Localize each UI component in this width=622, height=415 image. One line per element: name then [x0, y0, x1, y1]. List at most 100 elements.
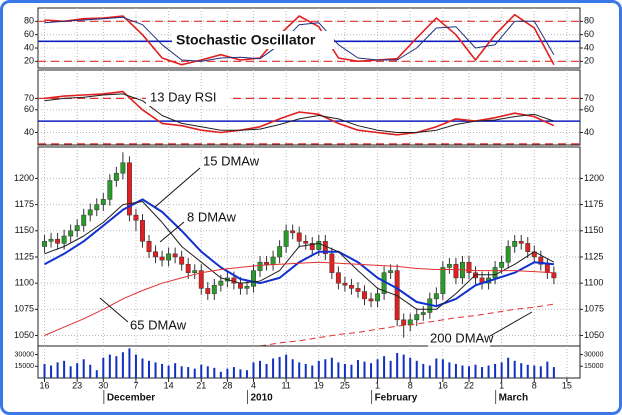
candle-body — [100, 199, 106, 205]
y-tick-label: 1150 — [15, 225, 34, 235]
x-tick-label: 16 — [438, 380, 448, 390]
x-tick-label: 28 — [222, 380, 232, 390]
volume-bar — [441, 359, 444, 378]
volume-bar — [343, 363, 346, 378]
volume-bar — [330, 357, 333, 378]
volume-bar — [311, 365, 314, 378]
y-tick-label: 40 — [24, 42, 34, 52]
volume-bar — [219, 371, 222, 378]
candle-body — [257, 261, 263, 271]
y-tick-label: 80 — [24, 16, 34, 26]
candle-body — [512, 241, 518, 247]
series-line — [44, 201, 555, 310]
volume-bar — [141, 358, 144, 378]
volume-bar — [402, 354, 405, 378]
volume-bar — [134, 354, 137, 378]
candle-body — [525, 243, 531, 252]
volume-bar — [193, 368, 196, 378]
candle-body — [388, 270, 394, 273]
y-tick-label: 70 — [584, 93, 594, 103]
x-tick-label: 7 — [133, 380, 138, 390]
candle-body — [433, 293, 439, 300]
candle-body — [120, 162, 126, 174]
volume-bar — [494, 363, 497, 378]
y-tick-label: 30000 — [15, 351, 35, 358]
y-tick-label: 20 — [24, 56, 34, 66]
volume-bar — [285, 354, 288, 378]
candle-body — [68, 230, 74, 237]
x-tick-label: 21 — [196, 380, 206, 390]
panel — [37, 69, 581, 146]
volume-bar — [552, 367, 555, 378]
volume-bar — [317, 360, 320, 378]
candle-body — [244, 286, 250, 289]
candle-body — [251, 270, 256, 287]
volume-bar — [252, 362, 255, 378]
candle-body — [61, 235, 67, 244]
candle-body — [218, 280, 224, 286]
volume-bar — [337, 362, 340, 378]
y-tick-label: 1075 — [14, 304, 34, 314]
candle-body — [126, 162, 132, 216]
candle-body — [290, 230, 296, 234]
volume-bar — [43, 363, 46, 378]
volume-bar — [350, 364, 353, 378]
series-line — [44, 16, 555, 62]
y-tick-label: 1050 — [14, 330, 34, 340]
x-tick-label: 15 — [562, 380, 572, 390]
annotation-background — [428, 331, 490, 347]
annotation-pointer — [154, 167, 201, 208]
volume-bar — [56, 362, 59, 378]
volume-bar — [533, 365, 536, 378]
candle-body — [277, 246, 283, 258]
candle-body — [185, 264, 191, 273]
x-tick-label: 8 — [408, 380, 413, 390]
candle-body — [505, 246, 511, 263]
y-tick-label: 1200 — [584, 173, 604, 183]
annotation: 65 DMAw — [130, 317, 187, 332]
month-label: March — [499, 393, 528, 404]
volume-bar — [50, 365, 53, 378]
volume-bar — [265, 363, 268, 378]
candle-body — [362, 291, 367, 300]
candle-body — [375, 293, 381, 302]
candle-body — [401, 319, 407, 326]
x-tick-label: 1 — [375, 380, 380, 390]
y-tick-label: 30000 — [584, 351, 604, 358]
x-tick-label: 16 — [40, 380, 50, 390]
x-tick-label: 1 — [499, 380, 504, 390]
volume-bar — [356, 360, 359, 378]
y-tick-label: 1175 — [15, 199, 34, 209]
y-tick-label: 60 — [584, 104, 594, 114]
y-tick-label: 20 — [584, 56, 594, 66]
candle-body — [414, 314, 420, 321]
x-tick-label: 14 — [164, 380, 174, 390]
volume-bar — [324, 359, 327, 378]
candle-body — [296, 232, 302, 242]
candle-body — [166, 253, 172, 261]
candle-body — [453, 264, 459, 279]
candle-body — [342, 282, 348, 286]
volume-bar — [115, 356, 118, 378]
volume-bar — [161, 363, 164, 378]
candle-body — [55, 238, 61, 244]
candle-body — [146, 241, 152, 252]
candle-body — [466, 261, 472, 273]
volume-bar — [481, 367, 484, 378]
title-background — [146, 89, 230, 106]
volume-bar — [435, 358, 438, 378]
candle-body — [440, 267, 446, 294]
candle-body — [270, 256, 276, 265]
volume-bar — [121, 352, 124, 378]
volume-bar — [422, 363, 425, 378]
annotation-background — [128, 318, 190, 334]
volume-bar — [76, 363, 79, 378]
volume-bar — [454, 363, 457, 378]
x-tick-label: 8 — [532, 380, 537, 390]
volume-bar — [128, 348, 131, 378]
volume-bar — [174, 363, 177, 378]
annotation-pointer — [99, 297, 129, 323]
y-tick-label: 40 — [584, 42, 594, 52]
annotation-pointer — [159, 221, 185, 243]
